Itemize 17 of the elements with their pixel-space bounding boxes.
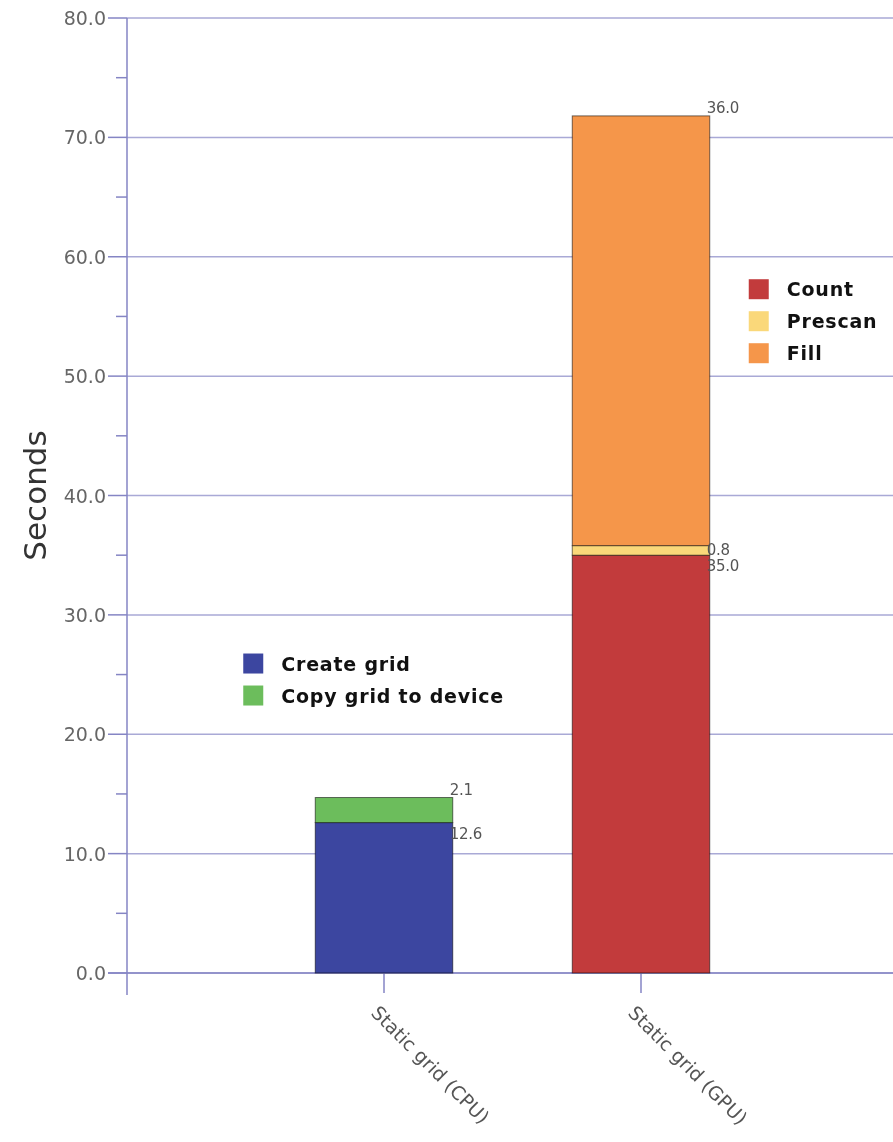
- y-tick-label: 0.0: [75, 962, 106, 984]
- legend-label: Prescan: [786, 310, 878, 333]
- y-tick-label: 80.0: [63, 7, 106, 29]
- y-tick-label: 30.0: [63, 603, 106, 626]
- y-tick-label: 60.0: [63, 245, 106, 268]
- legend-label: Create grid: [281, 652, 411, 675]
- legend-label: Count: [786, 278, 854, 301]
- data-label: 2.1: [449, 781, 473, 800]
- y-tick-label: 20.0: [63, 723, 106, 746]
- legend-label: Copy grid to device: [281, 684, 505, 707]
- y-tick-label: 40.0: [63, 484, 106, 507]
- data-label: 36.0: [706, 99, 739, 118]
- y-tick-label: 70.0: [63, 126, 106, 149]
- y-tick-label: 10.0: [63, 842, 106, 865]
- y-axis-title: Seconds: [17, 430, 53, 561]
- legend-label: Fill: [786, 342, 823, 365]
- y-tick-label: 50.0: [63, 365, 106, 388]
